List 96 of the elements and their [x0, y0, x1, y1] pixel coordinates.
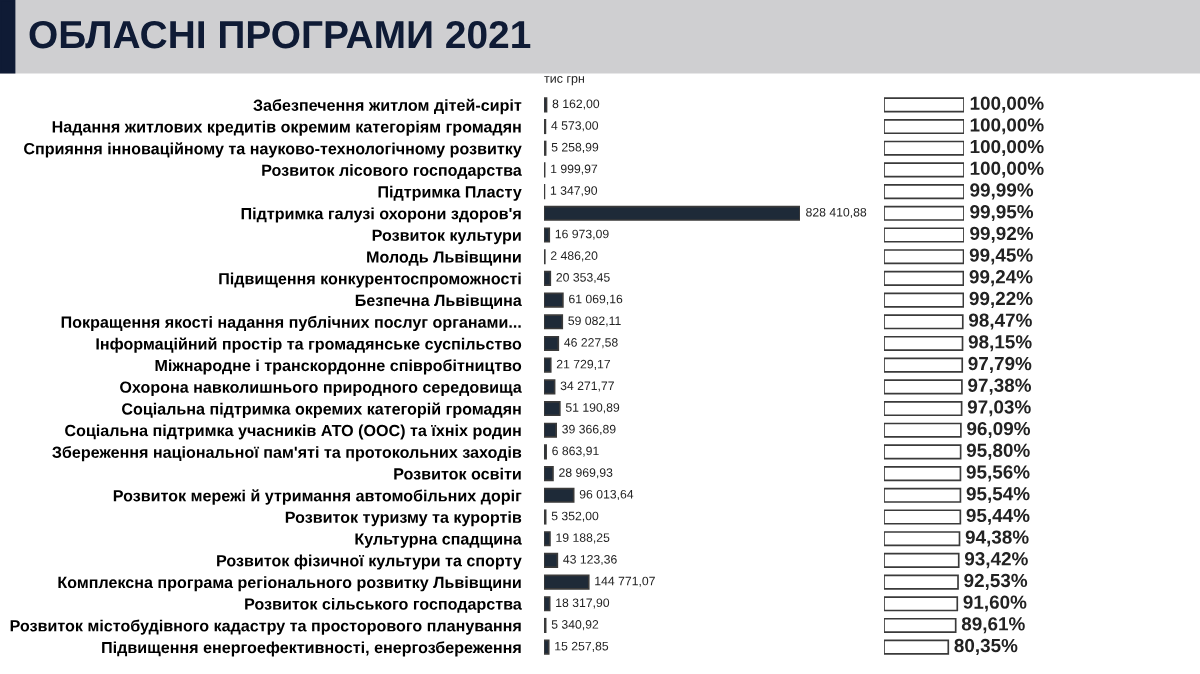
bar — [884, 227, 964, 243]
bar — [884, 379, 963, 395]
y-tick-label: Збереження національної пам'яті та протокольних заходів — [52, 446, 522, 462]
data-label: 100,00% — [970, 118, 1044, 135]
bar — [884, 184, 964, 200]
data-label: 99,45% — [969, 248, 1033, 265]
bar — [544, 205, 800, 221]
bar — [884, 335, 964, 352]
y-tick-label: Культурна спадщина — [355, 533, 522, 548]
bar — [544, 531, 551, 547]
y-tick-label: Охорона навколишнього природного середовища — [120, 381, 522, 397]
bar — [544, 335, 560, 352]
bar — [544, 422, 558, 438]
data-label: 97,38% — [968, 378, 1032, 395]
data-label: 94,38% — [965, 530, 1029, 547]
y-tick-label: Розвиток лісового господарства — [262, 164, 522, 180]
y-tick-label: Розвиток туризму та курортів — [285, 511, 522, 527]
data-label: 95,44% — [966, 508, 1030, 525]
bar — [884, 444, 962, 460]
data-label: 98,47% — [968, 313, 1032, 330]
data-label: 99,95% — [970, 205, 1034, 222]
bar — [884, 552, 960, 568]
y-tick-label: Покращення якості надання публічних послуг органами... — [61, 315, 521, 332]
bar — [544, 466, 554, 482]
data-label: 97,03% — [967, 400, 1031, 417]
data-label: 100,00% — [970, 96, 1044, 113]
bar — [544, 357, 552, 373]
y-tick-label: Інформаційний простір та громадянське суспільство — [96, 337, 522, 353]
y-tick-label: Молодь Львівщини — [367, 250, 521, 266]
bar — [884, 205, 964, 221]
data-label: 99,24% — [969, 270, 1033, 287]
data-label: 100,00% — [970, 161, 1044, 178]
bar — [884, 162, 964, 178]
bar — [884, 617, 957, 634]
y-tick-label: Розвиток містобудівного кадастру та просторового планування — [10, 619, 521, 635]
data-label: 99,22% — [969, 291, 1033, 308]
bar — [884, 466, 962, 482]
data-label: 96,09% — [967, 421, 1030, 439]
data-label: 95,80% — [966, 443, 1030, 460]
bar — [884, 487, 962, 503]
y-tick-label: Розвиток фізичної культури та спорту — [217, 554, 522, 570]
y-tick-label: Міжнародне і транскордонне співробітництво — [155, 359, 522, 375]
bar — [884, 249, 964, 265]
bar — [884, 531, 961, 547]
data-label: 99,92% — [970, 226, 1034, 243]
bar — [544, 552, 559, 568]
y-tick-label: Розвиток сільського господарства — [245, 597, 522, 613]
data-label: 98,15% — [968, 335, 1032, 352]
y-tick-label: Підтримка Пласту — [378, 185, 522, 201]
y-tick-label: Забезпечення житлом дітей-сиріт — [253, 98, 522, 115]
data-label: 80,35% — [954, 638, 1018, 655]
y-tick-label: Підвищення конкурентоспроможності — [219, 272, 521, 288]
bar — [884, 270, 964, 286]
y-tick-label: Підвищення енергоефективності, енергозбереження — [102, 641, 521, 657]
bar — [884, 509, 962, 525]
bar — [544, 314, 564, 330]
data-label: 91,60% — [963, 595, 1027, 612]
data-label: 92,53% — [964, 573, 1028, 590]
bar — [884, 357, 964, 373]
bar — [544, 227, 551, 243]
bar — [544, 639, 550, 655]
data-label: 93,42% — [964, 552, 1028, 569]
bar — [544, 574, 590, 590]
data-label: 97,79% — [968, 356, 1032, 373]
bar — [884, 97, 964, 113]
bar — [544, 596, 551, 612]
data-label: 95,54% — [966, 487, 1030, 504]
y-tick-label: Підтримка галузі охорони здоров'я — [241, 207, 521, 223]
bar — [884, 596, 959, 612]
bar — [544, 292, 564, 308]
y-tick-label: Безпечна Львівщина — [355, 294, 522, 310]
y-tick-label: Розвиток культури — [372, 229, 521, 245]
y-tick-label: Надання житлових кредитів окремим категоріям громадян — [52, 120, 521, 136]
data-label: 100,00% — [970, 139, 1044, 157]
bar — [544, 379, 556, 395]
bar — [884, 118, 964, 135]
bar — [884, 140, 964, 156]
bar — [544, 270, 552, 286]
data-label: 89,61% — [961, 617, 1025, 634]
data-label: 99,99% — [970, 183, 1034, 200]
y-tick-label: Розвиток освіти — [394, 467, 521, 480]
y-tick-label: Розвиток мережі й утримання автомобільних доріг — [113, 489, 522, 505]
chart-title: ОБЛАСНІ ПРОГРАМИ 2021 — [29, 20, 531, 49]
y-tick-label: Соціальна підтримка учасників АТО (ООС) та їхніх родин — [65, 424, 521, 440]
bar — [884, 422, 962, 438]
bar — [884, 574, 959, 590]
y-tick-label: Сприяння інноваційному та науково-технологічному розвитку — [24, 142, 522, 158]
bar — [884, 292, 964, 308]
bar — [544, 400, 561, 417]
bar — [884, 314, 964, 330]
data-label: 95,56% — [966, 465, 1030, 482]
bar — [544, 487, 575, 503]
bar — [884, 639, 950, 655]
y-tick-label: Комплексна програма регіонального розвитку Львівщини — [58, 576, 521, 592]
y-tick-label: Соціальна підтримка окремих категорій громадян — [122, 402, 521, 418]
bar — [884, 400, 963, 417]
